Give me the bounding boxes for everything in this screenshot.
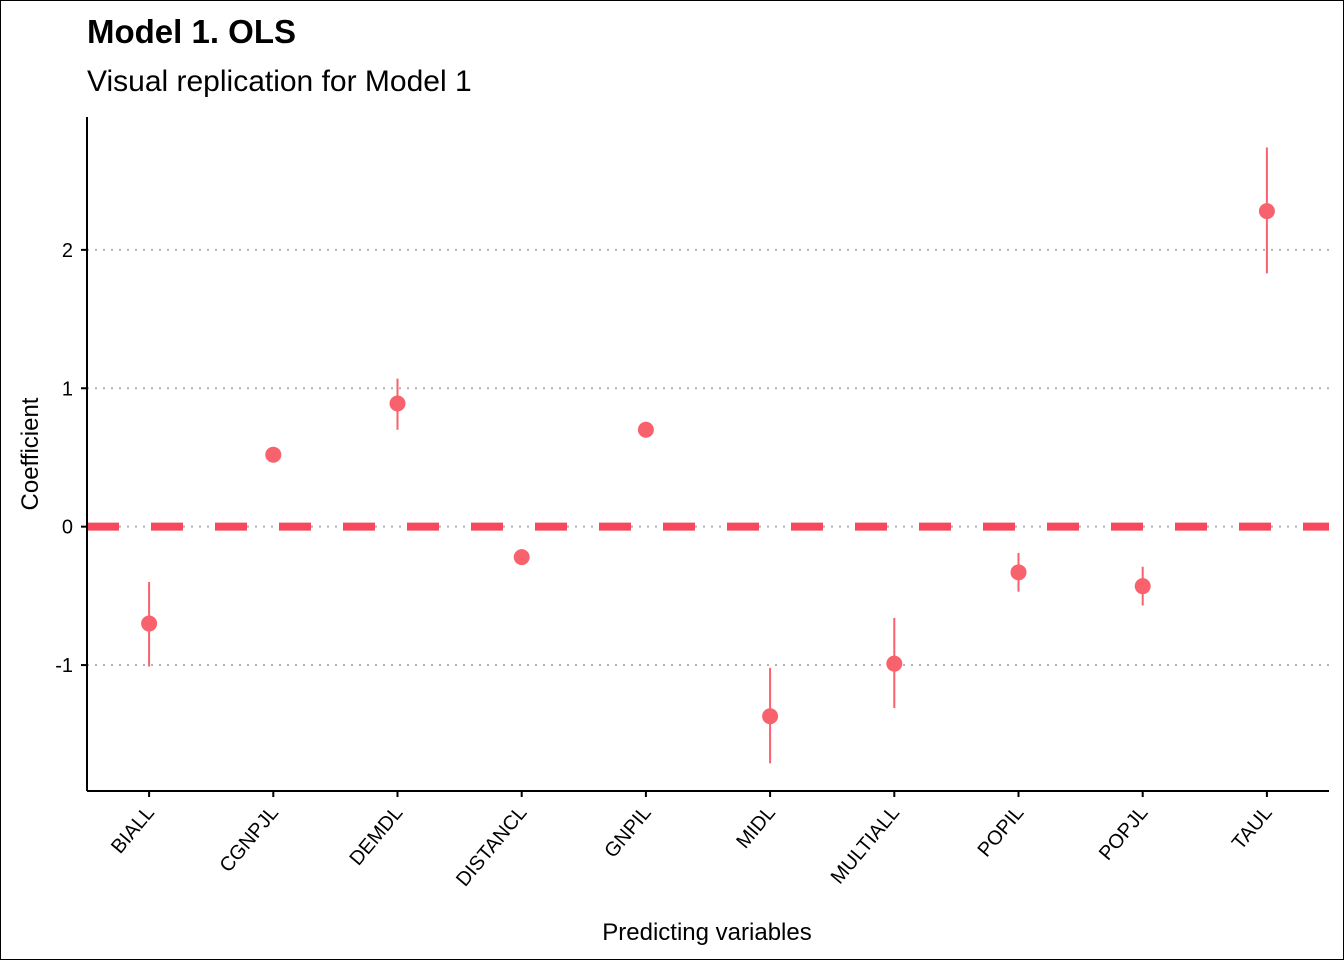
y-tick-label: 1 bbox=[62, 378, 73, 400]
y-tick-label: -1 bbox=[55, 655, 73, 677]
x-tick-label: POPIL bbox=[974, 802, 1029, 861]
x-tick-label: DISTANCL bbox=[452, 802, 531, 891]
coefficient-point bbox=[886, 655, 903, 672]
x-axis-label: Predicting variables bbox=[602, 919, 811, 946]
x-tick-label: GNPIL bbox=[600, 802, 655, 862]
coefficient-point bbox=[265, 446, 282, 463]
coefficient-point bbox=[1010, 564, 1027, 581]
x-tick-label: MULTIALL bbox=[827, 802, 904, 888]
coefficient-point bbox=[762, 708, 779, 725]
y-tick-label: 0 bbox=[62, 517, 73, 539]
chart-subtitle: Visual replication for Model 1 bbox=[87, 65, 472, 98]
x-tick-label: POPJL bbox=[1095, 802, 1153, 865]
chart-title: Model 1. OLS bbox=[87, 13, 297, 50]
coefficient-point bbox=[1134, 578, 1151, 595]
x-tick-label: CGNPJL bbox=[216, 802, 284, 877]
x-tick-labels: BIALL CGNPJL DEMDL DISTANCL GNPIL MIDL MULTIAL… bbox=[107, 802, 1277, 891]
y-axis-label: Coefficient bbox=[17, 397, 44, 510]
x-tick-label: DEMDL bbox=[345, 802, 407, 870]
coefficient-point bbox=[1258, 203, 1275, 220]
axes bbox=[81, 117, 1329, 797]
coefficient-point bbox=[141, 615, 158, 632]
x-tick-label: TAUL bbox=[1228, 802, 1277, 854]
coefficient-point bbox=[637, 421, 654, 438]
points bbox=[141, 203, 1275, 725]
error-bars bbox=[148, 147, 1268, 764]
y-tick-label: 2 bbox=[62, 240, 73, 262]
coefficient-point bbox=[513, 549, 530, 566]
x-tick-label: MIDL bbox=[732, 802, 780, 853]
x-tick-label: BIALL bbox=[107, 802, 159, 858]
y-tick-labels: -1 0 1 2 bbox=[55, 240, 73, 677]
coefficient-point bbox=[389, 395, 406, 412]
